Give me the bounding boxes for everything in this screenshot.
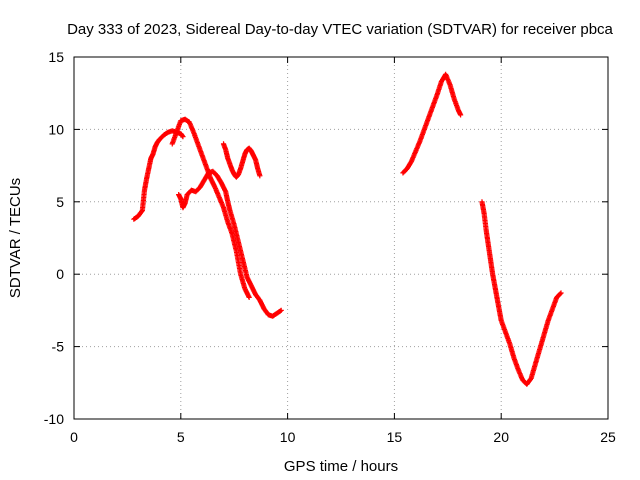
y-tick-label: 10 <box>48 121 64 137</box>
data-point <box>246 294 252 300</box>
series-arc-1 <box>131 128 186 222</box>
data-point <box>278 307 284 313</box>
x-tick-label: 15 <box>387 429 403 445</box>
series-arc-4 <box>220 141 263 180</box>
x-tick-label: 0 <box>70 429 78 445</box>
x-tick-label: 10 <box>280 429 296 445</box>
data-point <box>458 112 464 118</box>
x-tick-label: 5 <box>177 429 185 445</box>
series-arc-3 <box>176 168 284 319</box>
x-tick-label: 25 <box>600 429 616 445</box>
chart-title: Day 333 of 2023, Sidereal Day-to-day VTE… <box>67 21 613 38</box>
data-point <box>139 208 145 215</box>
data-point <box>180 134 186 140</box>
y-axis-ticks: -10 -5 0 5 10 15 <box>44 49 608 427</box>
data-points <box>131 71 564 387</box>
series-arc-6 <box>479 199 564 387</box>
y-tick-label: 5 <box>56 194 64 210</box>
series-arc-2 <box>169 116 252 300</box>
data-point <box>557 291 563 297</box>
y-tick-label: 15 <box>48 49 64 65</box>
y-tick-label: 0 <box>56 266 64 282</box>
y-axis-label: SDTVAR / TECUs <box>7 178 24 298</box>
y-tick-label: -5 <box>52 339 65 355</box>
gridlines <box>74 57 608 419</box>
series-arc-5 <box>400 71 464 176</box>
data-point <box>558 290 564 296</box>
x-tick-label: 20 <box>493 429 509 445</box>
y-tick-label: -10 <box>44 411 64 427</box>
plot-frame <box>73 56 609 420</box>
data-point <box>257 173 263 179</box>
x-axis-ticks: 0 5 10 15 20 25 <box>70 57 616 445</box>
x-axis-label: GPS time / hours <box>284 458 398 475</box>
